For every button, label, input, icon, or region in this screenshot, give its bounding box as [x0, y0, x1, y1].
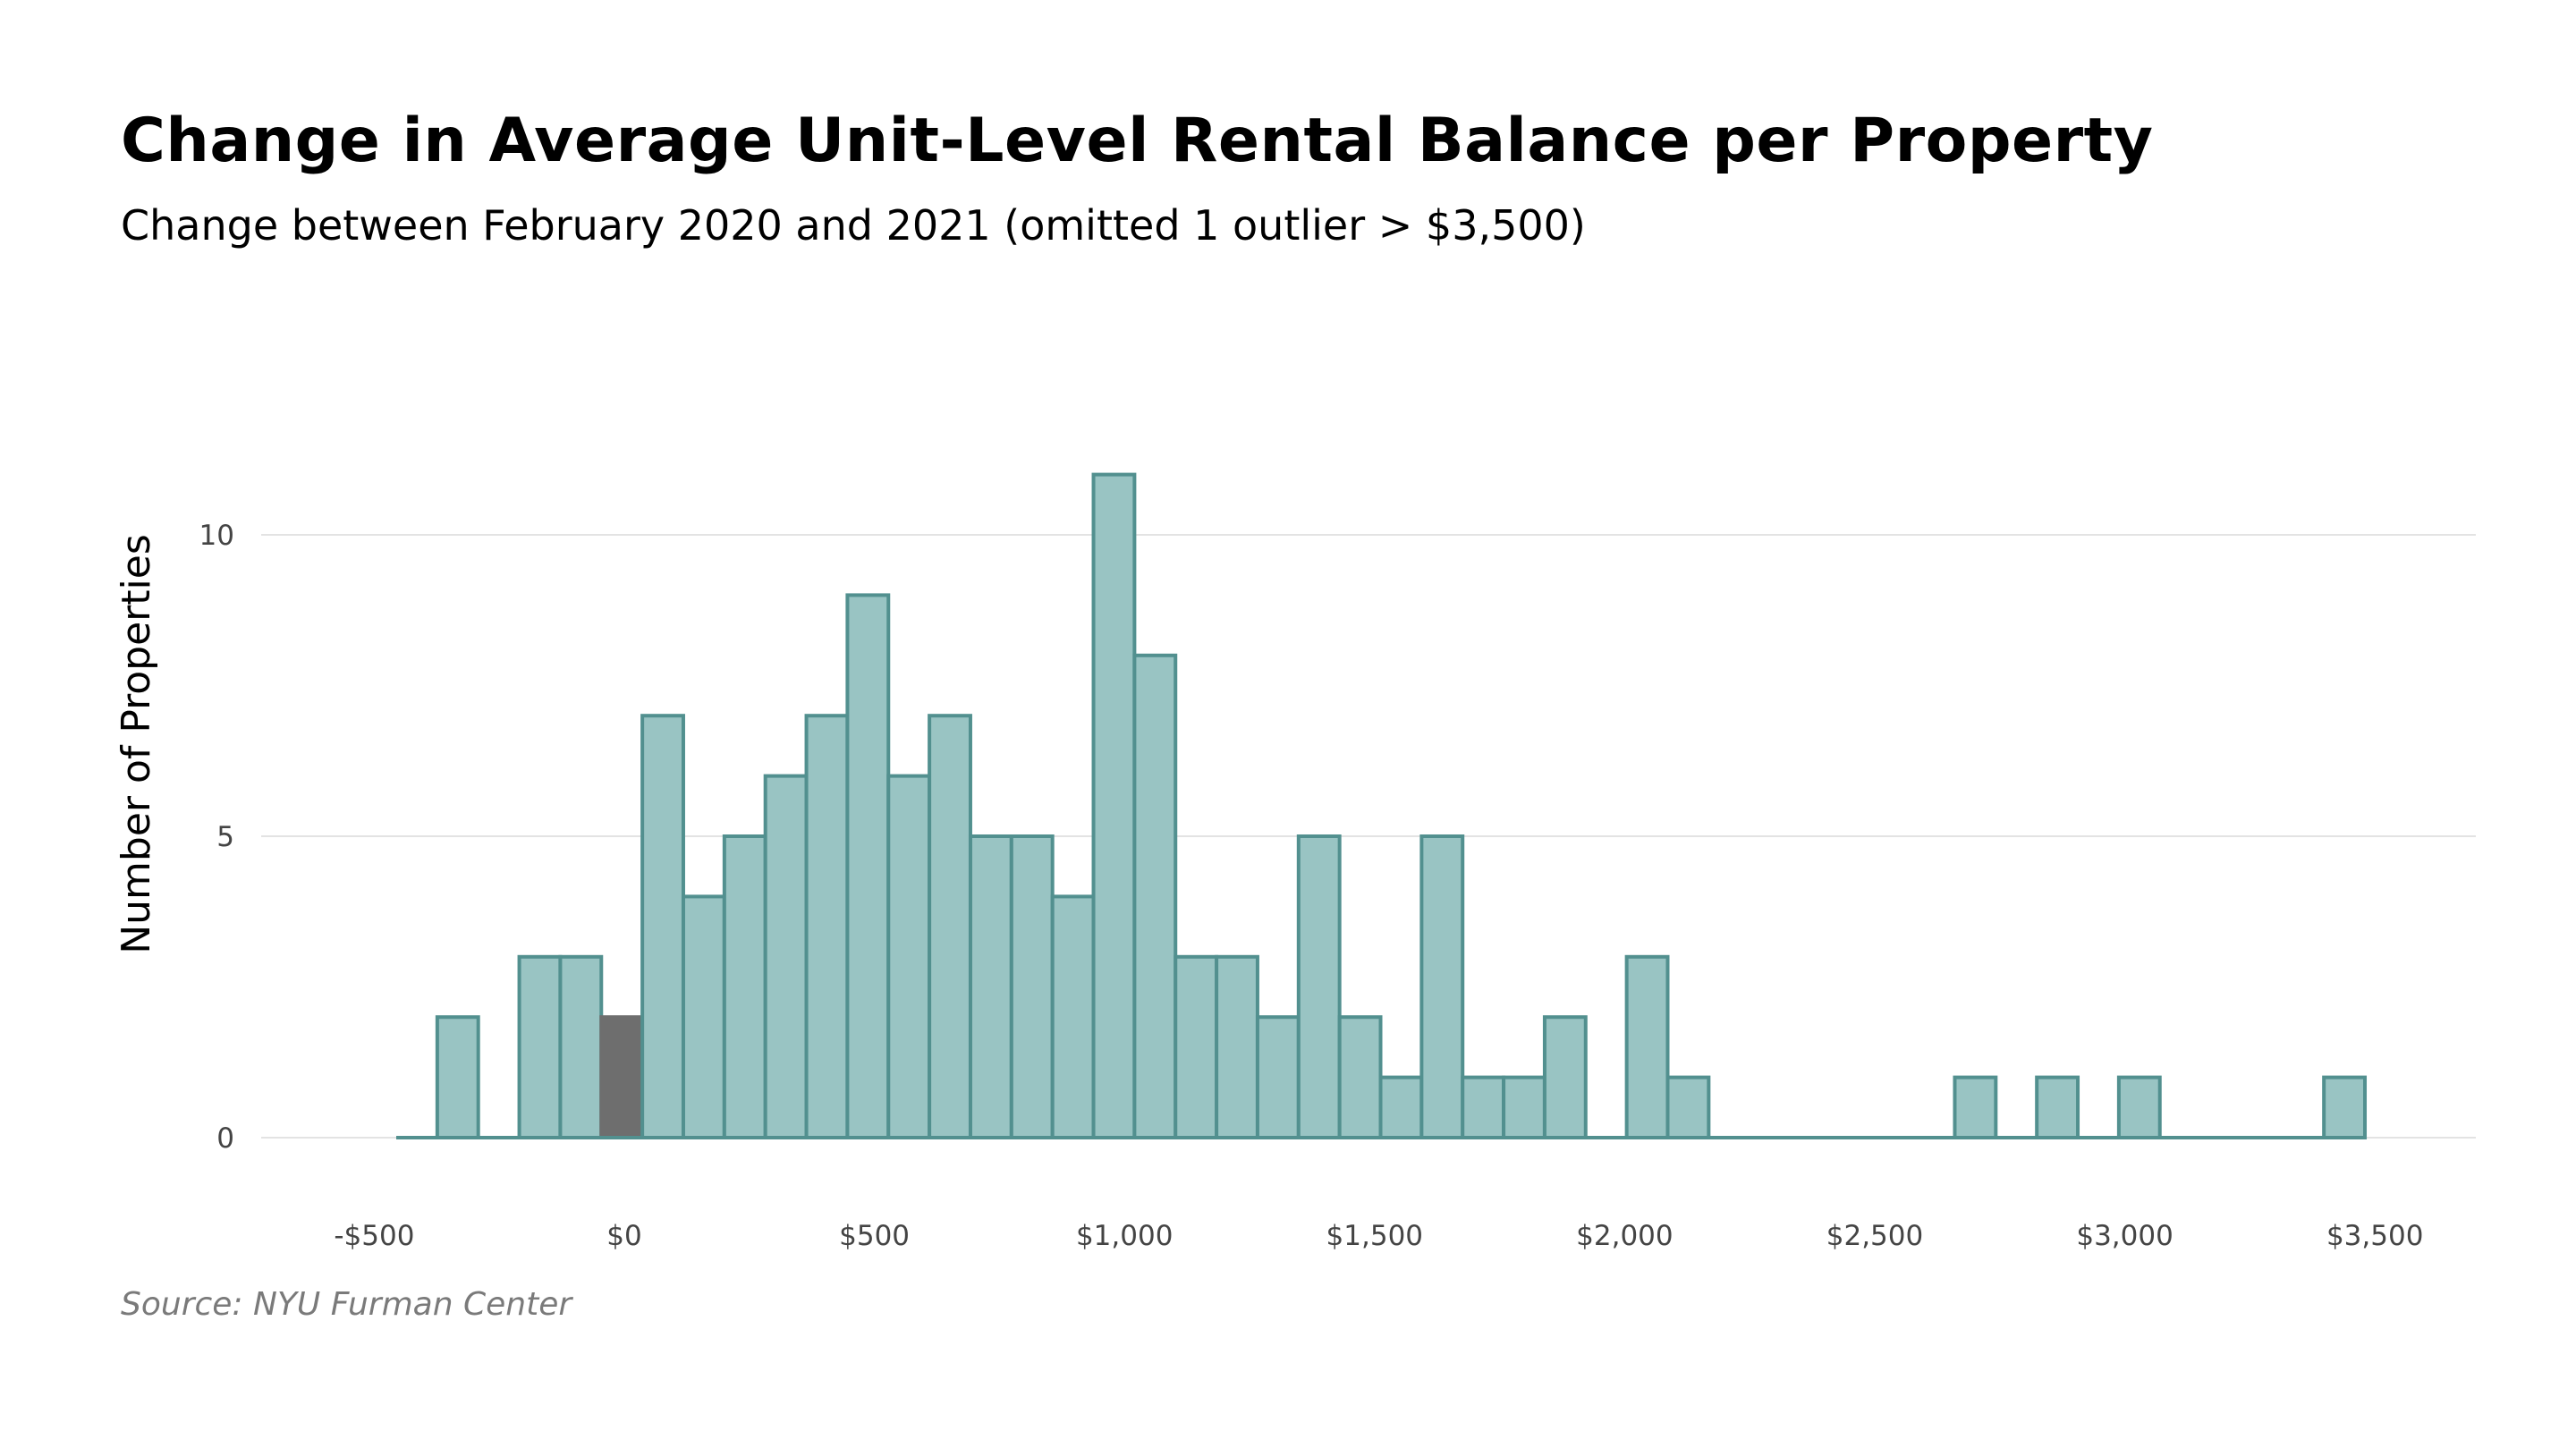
- histogram-bar: [1009, 834, 1055, 1139]
- x-tick-label: $2,000: [1576, 1220, 1673, 1252]
- histogram-bar: [804, 714, 850, 1139]
- histogram-bar: [2322, 1075, 2368, 1139]
- histogram-bar: [1502, 1075, 1546, 1139]
- histogram-chart: 0 5 10 -$500 $0 $500 $1,000 $1,500 $2,000 $2,500…: [114, 472, 2476, 1252]
- source-note: Source: NYU Furman Center: [121, 1286, 572, 1323]
- histogram-bar: [1378, 1075, 1424, 1139]
- chart-subtitle: Change between February 2020 and 2021 (o…: [121, 201, 1586, 250]
- histogram-bar: [1953, 1075, 1998, 1139]
- chart-title: Change in Average Unit-Level Rental Bala…: [121, 106, 2154, 176]
- y-tick-label: 0: [216, 1122, 234, 1155]
- x-axis-ticks: -$500 $0 $500 $1,000 $1,500 $2,000 $2,500 $3,00…: [334, 1220, 2423, 1252]
- histogram-bar: [886, 774, 932, 1139]
- histogram-bar: [1461, 1075, 1506, 1139]
- x-tick-label: -$500: [334, 1220, 414, 1252]
- histogram-bar: [1624, 954, 1670, 1140]
- histogram-bar: [1296, 834, 1342, 1139]
- histogram-bar: [722, 834, 767, 1139]
- x-tick-label: $1,500: [1326, 1220, 1423, 1252]
- histogram-bar: [1337, 1015, 1383, 1139]
- histogram-bar: [1215, 954, 1259, 1140]
- histogram-bar: [845, 593, 891, 1139]
- histogram-bar: [928, 714, 972, 1139]
- histogram-bar: [1091, 472, 1137, 1139]
- x-tick-label: $3,500: [2326, 1220, 2423, 1252]
- histogram-bars: [435, 472, 2368, 1140]
- histogram-bar: [968, 834, 1013, 1139]
- y-axis-ticks: 0 5 10: [199, 520, 234, 1155]
- histogram-bar: [1174, 954, 1219, 1140]
- histogram-bar: [640, 714, 685, 1139]
- x-tick-label: $1,000: [1076, 1220, 1173, 1252]
- histogram-bar: [517, 954, 563, 1140]
- histogram-bar: [2035, 1075, 2080, 1139]
- y-axis-title: Number of Properties: [114, 534, 159, 954]
- histogram-bar: [558, 954, 604, 1140]
- histogram-bar: [2116, 1075, 2162, 1139]
- y-tick-label: 10: [199, 520, 234, 552]
- histogram-bar: [1665, 1075, 1711, 1139]
- x-tick-label: $0: [606, 1220, 641, 1252]
- histogram-bar: [1255, 1015, 1301, 1139]
- x-tick-label: $3,000: [2076, 1220, 2173, 1252]
- histogram-bar: [763, 774, 809, 1139]
- histogram-bar: [1542, 1015, 1588, 1139]
- histogram-bar: [681, 894, 726, 1140]
- histogram-bar-highlight: [599, 1015, 645, 1139]
- histogram-bar: [435, 1015, 480, 1139]
- x-tick-label: $500: [839, 1220, 910, 1252]
- histogram-bar: [1050, 894, 1096, 1140]
- histogram-bar: [1419, 834, 1465, 1139]
- x-tick-label: $2,500: [1826, 1220, 1923, 1252]
- y-tick-label: 5: [216, 821, 234, 853]
- histogram-bar: [1132, 653, 1178, 1139]
